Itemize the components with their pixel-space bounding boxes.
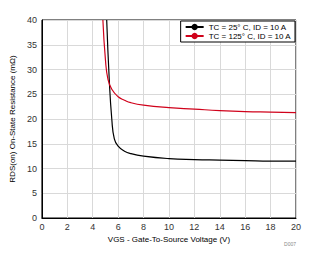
svg-text:2: 2 [65,222,70,232]
svg-text:35: 35 [27,40,37,50]
svg-text:15: 15 [27,139,37,149]
svg-text:6: 6 [116,222,121,232]
svg-text:RDS(on) On-State Resistance (m: RDS(on) On-State Resistance (mΩ) [8,55,17,183]
svg-text:0: 0 [39,222,44,232]
svg-text:20: 20 [291,222,301,232]
svg-text:20: 20 [27,114,37,124]
svg-text:8: 8 [141,222,146,232]
svg-text:TC = 125° C, ID = 10 A: TC = 125° C, ID = 10 A [209,32,292,41]
svg-text:30: 30 [27,65,37,75]
svg-text:14: 14 [215,222,225,232]
svg-text:TC = 25° C, ID = 10 A: TC = 25° C, ID = 10 A [209,23,287,32]
svg-text:VGS - Gate-To-Source Voltage (: VGS - Gate-To-Source Voltage (V) [108,235,231,244]
svg-text:10: 10 [164,222,174,232]
svg-text:16: 16 [240,222,250,232]
svg-text:5: 5 [32,188,37,198]
svg-text:40: 40 [27,15,37,25]
svg-text:10: 10 [27,164,37,174]
svg-text:18: 18 [266,222,276,232]
svg-text:0: 0 [32,213,37,223]
svg-text:25: 25 [27,89,37,99]
svg-text:12: 12 [189,222,199,232]
svg-text:D007: D007 [284,241,296,247]
svg-text:4: 4 [90,222,95,232]
